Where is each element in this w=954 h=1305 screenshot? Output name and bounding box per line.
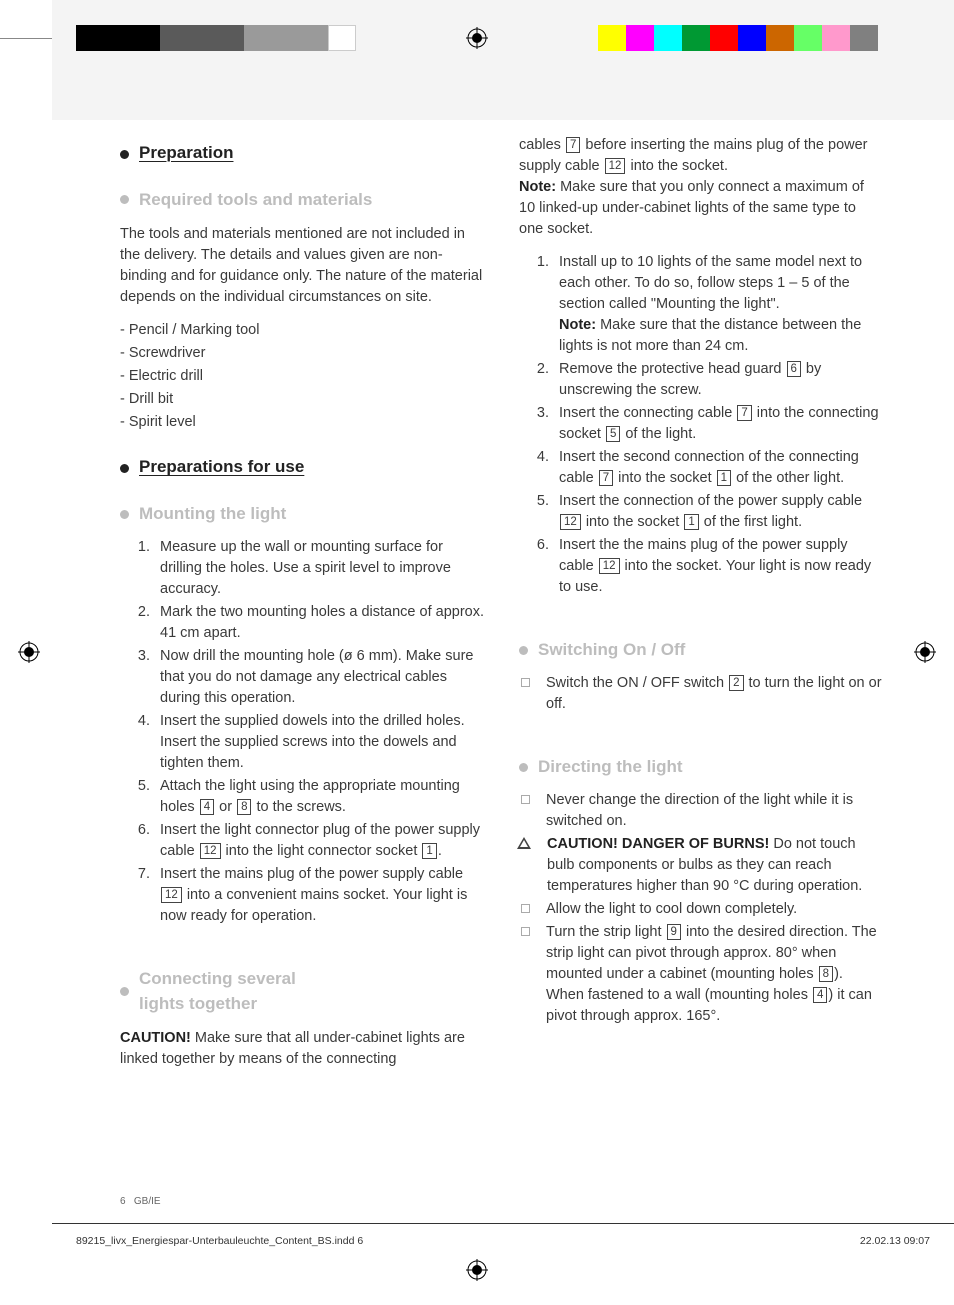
- footer-timestamp: 22.02.13 09:07: [860, 1235, 930, 1247]
- crop-mark-horizontal: [0, 38, 55, 39]
- list-item: Now drill the mounting hole (ø 6 mm). Ma…: [154, 646, 485, 709]
- list-item: Insert the mains plug of the power suppl…: [154, 864, 485, 927]
- list-item: Switch the ON / OFF switch 2 to turn the…: [519, 673, 884, 715]
- switching-list: Switch the ON / OFF switch 2 to turn the…: [519, 673, 884, 715]
- page-content: Preparation Required tools and materials…: [120, 135, 884, 1082]
- footer-file: 89215_livx_Energiespar-Unterbauleuchte_C…: [76, 1235, 363, 1247]
- list-item: Insert the connection of the power suppl…: [553, 491, 884, 533]
- list-item: - Drill bit: [120, 389, 485, 410]
- directing-list: Never change the direction of the light …: [519, 790, 884, 1027]
- connecting-steps: Install up to 10 lights of the same mode…: [519, 252, 884, 598]
- mounting-steps: Measure up the wall or mounting surface …: [120, 537, 485, 927]
- warning-icon: [517, 837, 531, 849]
- registration-mark-icon: [914, 641, 936, 663]
- list-item: Insert the supplied dowels into the dril…: [154, 711, 485, 774]
- heading-preparation: Preparation: [120, 141, 485, 168]
- checkbox-icon: [521, 678, 530, 687]
- column-right: cables 7 before inserting the mains plug…: [519, 135, 884, 1082]
- list-item: Attach the light using the appropriate m…: [154, 776, 485, 818]
- list-item: Never change the direction of the light …: [519, 790, 884, 832]
- checkbox-icon: [521, 927, 530, 936]
- list-item: - Screwdriver: [120, 343, 485, 364]
- list-item: Install up to 10 lights of the same mode…: [553, 252, 884, 357]
- heading-connecting: Connecting severallights together: [120, 967, 485, 1016]
- list-item: Mark the two mounting holes a distance o…: [154, 602, 485, 644]
- registration-mark-icon: [466, 1259, 488, 1281]
- tools-list: - Pencil / Marking tool- Screwdriver- El…: [120, 320, 485, 433]
- list-item: Insert the light connector plug of the p…: [154, 820, 485, 862]
- heading-preparations-use: Preparations for use: [120, 455, 485, 482]
- footer-bar: 89215_livx_Energiespar-Unterbauleuchte_C…: [52, 1223, 954, 1257]
- checkbox-icon: [521, 904, 530, 913]
- list-item: Insert the connecting cable 7 into the c…: [553, 403, 884, 445]
- list-item: - Electric drill: [120, 366, 485, 387]
- tools-intro-text: The tools and materials mentioned are no…: [120, 224, 485, 308]
- heading-tools: Required tools and materials: [120, 188, 485, 213]
- heading-directing: Directing the light: [519, 755, 884, 780]
- list-item: Measure up the wall or mounting surface …: [154, 537, 485, 600]
- checkbox-icon: [521, 795, 530, 804]
- registration-mark-icon: [466, 27, 488, 49]
- page-number: 6 GB/IE: [120, 1196, 161, 1207]
- list-item: - Spirit level: [120, 412, 485, 433]
- heading-mounting: Mounting the light: [120, 502, 485, 527]
- list-item: Allow the light to cool down completely.: [519, 899, 884, 920]
- list-item: - Pencil / Marking tool: [120, 320, 485, 341]
- list-item: Insert the second connection of the conn…: [553, 447, 884, 489]
- list-item: Turn the strip light 9 into the desired …: [519, 922, 884, 1027]
- column-left: Preparation Required tools and materials…: [120, 135, 485, 1082]
- registration-mark-icon: [18, 641, 40, 663]
- list-item: Insert the the mains plug of the power s…: [553, 535, 884, 598]
- list-item: Remove the protective head guard 6 by un…: [553, 359, 884, 401]
- heading-switching: Switching On / Off: [519, 638, 884, 663]
- header-band: [52, 0, 954, 120]
- list-item: CAUTION! DANGER OF BURNS! Do not touch b…: [519, 834, 884, 897]
- color-bar-right: [598, 25, 878, 51]
- caution-connecting-text: CAUTION! Make sure that all under-cabine…: [120, 1028, 485, 1070]
- color-bar-left: [76, 25, 356, 51]
- connecting-cont-text: cables 7 before inserting the mains plug…: [519, 135, 884, 240]
